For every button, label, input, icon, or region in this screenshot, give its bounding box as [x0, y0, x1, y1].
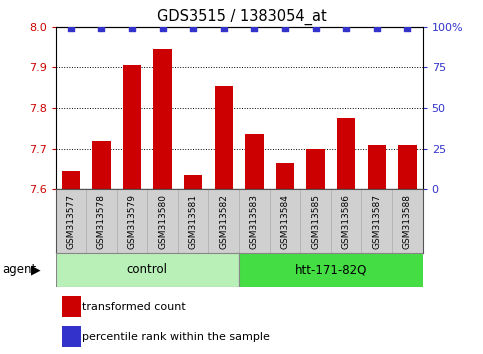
Point [281, 25, 289, 31]
Bar [123, 65, 141, 189]
Point [312, 25, 319, 31]
Point [342, 25, 350, 31]
Text: percentile rank within the sample: percentile rank within the sample [83, 332, 270, 342]
Point [189, 25, 197, 31]
Point [220, 25, 227, 31]
Text: ▶: ▶ [31, 263, 41, 276]
Bar [154, 49, 172, 189]
Bar [62, 171, 80, 189]
Bar [184, 175, 202, 189]
Bar [214, 86, 233, 189]
Bar [239, 253, 423, 287]
Bar [368, 145, 386, 189]
Text: GSM313583: GSM313583 [250, 194, 259, 250]
Bar [398, 145, 416, 189]
Text: transformed count: transformed count [83, 302, 186, 312]
Text: GDS3515 / 1383054_at: GDS3515 / 1383054_at [156, 9, 327, 25]
Point [373, 25, 381, 31]
Text: GSM313584: GSM313584 [281, 194, 289, 249]
Bar [62, 296, 81, 317]
Bar [56, 253, 239, 287]
Point [67, 25, 75, 31]
Bar [62, 326, 81, 348]
Point [403, 25, 411, 31]
Text: agent: agent [2, 263, 37, 276]
Text: GSM313581: GSM313581 [189, 194, 198, 250]
Text: GSM313585: GSM313585 [311, 194, 320, 250]
Text: GSM313580: GSM313580 [158, 194, 167, 250]
Text: htt-171-82Q: htt-171-82Q [295, 263, 367, 276]
Point [251, 25, 258, 31]
Bar [306, 149, 325, 189]
Point [159, 25, 167, 31]
Point [98, 25, 105, 31]
Text: GSM313579: GSM313579 [128, 194, 137, 250]
Bar [337, 118, 355, 189]
Point [128, 25, 136, 31]
Text: GSM313577: GSM313577 [66, 194, 75, 250]
Bar [276, 163, 294, 189]
Bar [245, 135, 264, 189]
Text: GSM313582: GSM313582 [219, 194, 228, 249]
Text: GSM313588: GSM313588 [403, 194, 412, 250]
Text: GSM313578: GSM313578 [97, 194, 106, 250]
Text: GSM313586: GSM313586 [341, 194, 351, 250]
Bar [92, 141, 111, 189]
Text: GSM313587: GSM313587 [372, 194, 381, 250]
Text: control: control [127, 263, 168, 276]
